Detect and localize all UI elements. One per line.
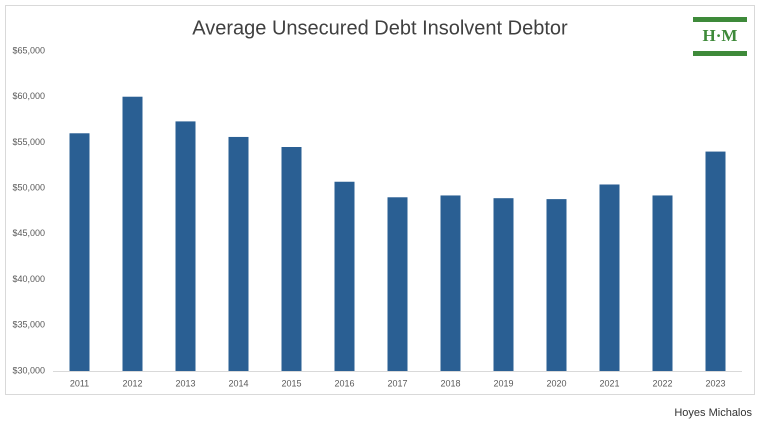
y-tick-label: $35,000 (12, 320, 45, 330)
x-tick-label: 2013 (175, 378, 195, 388)
bar (228, 136, 249, 371)
bar (493, 198, 514, 371)
x-tick-label: 2019 (493, 378, 513, 388)
y-tick-label: $45,000 (12, 228, 45, 238)
bar (334, 181, 355, 371)
bar (440, 195, 461, 371)
caption: Hoyes Michalos (674, 407, 752, 419)
y-tick-label: $50,000 (12, 183, 45, 193)
x-tick-label: 2012 (122, 378, 142, 388)
logo-bar (693, 51, 747, 56)
logo: H·M (703, 26, 738, 45)
y-tick-label: $30,000 (12, 365, 45, 375)
y-tick-label: $65,000 (12, 45, 45, 55)
bar (281, 147, 302, 371)
bar (69, 133, 90, 371)
x-tick-label: 2021 (599, 378, 619, 388)
bar (175, 121, 196, 372)
x-tick-label: 2023 (705, 378, 725, 388)
y-tick-label: $40,000 (12, 274, 45, 284)
bar (652, 195, 673, 371)
chart-frame (5, 5, 755, 395)
x-tick-label: 2014 (228, 378, 248, 388)
x-tick-label: 2017 (387, 378, 407, 388)
x-tick-label: 2011 (70, 378, 89, 388)
y-tick-label: $55,000 (12, 137, 45, 147)
x-tick-label: 2016 (334, 378, 354, 388)
x-tick-label: 2018 (440, 378, 460, 388)
bar (387, 197, 408, 371)
logo-bar (693, 17, 747, 22)
x-tick-label: 2015 (281, 378, 301, 388)
x-tick-label: 2020 (546, 378, 566, 388)
bar (705, 151, 726, 371)
bar (546, 199, 567, 371)
y-tick-label: $60,000 (12, 91, 45, 101)
bar (122, 96, 143, 371)
bar (599, 184, 620, 371)
chart-title: Average Unsecured Debt Insolvent Debtor (192, 17, 568, 39)
x-tick-label: 2022 (652, 378, 672, 388)
